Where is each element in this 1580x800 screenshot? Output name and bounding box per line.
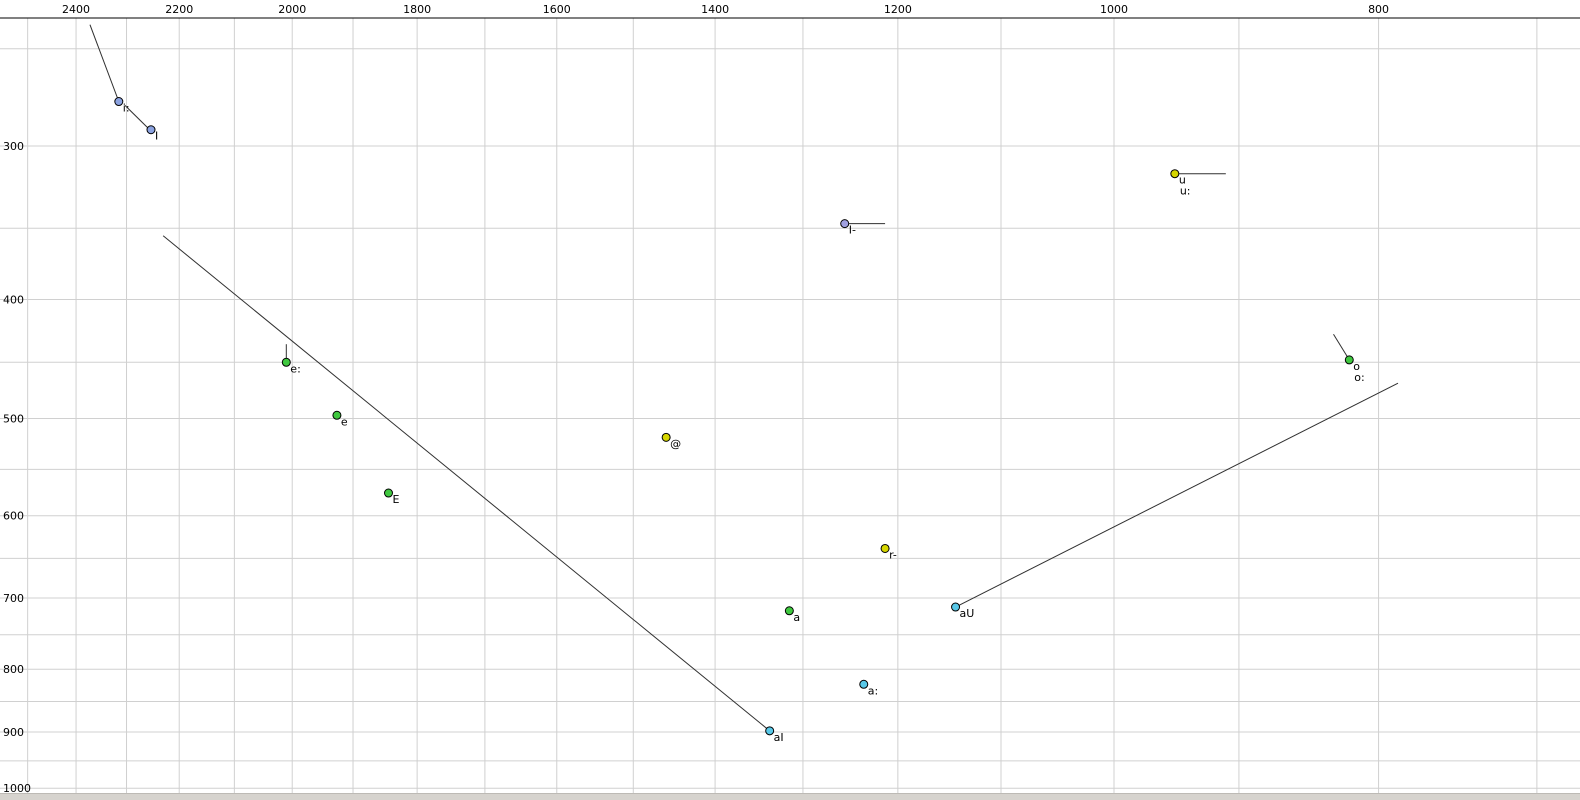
vowel-point-r-[interactable] (880, 543, 890, 553)
x-tick-label: 2000 (278, 3, 306, 16)
x-tick-label: 1600 (543, 3, 571, 16)
trajectory-line-o-onglide (1333, 334, 1350, 361)
gridlines (0, 18, 1580, 793)
vowel-label-@: @ (670, 437, 681, 450)
x-tick-label: 1800 (403, 3, 431, 16)
vowel-label-r-: r- (889, 548, 897, 561)
vowel-point-I[interactable] (146, 125, 156, 135)
vowel-point-aU[interactable] (951, 602, 961, 612)
vowel-label-E: E (392, 493, 399, 506)
vowel-point-u[interactable] (1170, 169, 1180, 179)
vowel-point-a[interactable] (784, 606, 794, 616)
vowel-label-a: a (793, 611, 800, 624)
y-tick-label: 700 (3, 592, 24, 605)
vowel-label-o: o (1353, 360, 1360, 373)
vowel-point-a:[interactable] (859, 679, 869, 689)
vowel-point-E[interactable] (383, 488, 393, 498)
x-tick-label: 1200 (884, 3, 912, 16)
vowel-label-I-: I- (849, 224, 856, 237)
vowel-label-u: u (1179, 174, 1186, 187)
vowel-point-i:[interactable] (114, 97, 124, 107)
vowel-label-o:: o: (1354, 371, 1364, 384)
y-tick-label: 900 (3, 726, 24, 739)
vowel-point-I-[interactable] (840, 219, 850, 229)
x-tick-label: 800 (1368, 3, 1389, 16)
vowel-label-a:: a: (868, 684, 878, 697)
vowel-point-o[interactable] (1344, 355, 1354, 365)
y-tick-label: 1000 (3, 782, 31, 795)
x-axis-tick-labels: 2400 2200 2000 1800 1600 1400 1200 1000 800 (62, 3, 1389, 16)
vowel-points: i: Iuu: I-e: e @ Er-a aU a: aI oo: (114, 97, 1365, 744)
trajectory-line-i-to-I (124, 105, 149, 129)
x-tick-label: 1000 (1100, 3, 1128, 16)
y-tick-label: 400 (3, 293, 24, 306)
y-axis-tick-labels: 300 400 500 600 700 800 900 1000 (3, 140, 31, 795)
y-tick-label: 300 (3, 140, 24, 153)
trajectory-lines (89, 24, 1399, 732)
vowel-point-e:[interactable] (281, 357, 291, 367)
y-tick-label: 600 (3, 510, 24, 523)
vowel-label-i:: i: (123, 102, 130, 115)
y-tick-label: 500 (3, 412, 24, 425)
trajectory-line-aU-trajectory (955, 382, 1399, 608)
vowel-label-e:: e: (290, 362, 300, 375)
x-tick-label: 1400 (701, 3, 729, 16)
y-tick-label: 800 (3, 663, 24, 676)
x-tick-label: 2400 (62, 3, 90, 16)
vowel-label-aU: aU (960, 607, 975, 620)
vowel-point-e[interactable] (332, 410, 342, 420)
trajectory-line-i-onglide (89, 24, 120, 102)
trajectory-line-aI-trajectory (162, 235, 770, 732)
x-tick-label: 2200 (165, 3, 193, 16)
vowel-point-aI[interactable] (765, 726, 775, 736)
vowel-point-@[interactable] (661, 432, 671, 442)
horizontal-scrollbar[interactable] (0, 793, 1580, 800)
vowel-label-u:: u: (1180, 185, 1191, 198)
vowel-label-I: I (155, 130, 158, 143)
vowel-label-e: e (341, 415, 348, 428)
vowel-label-aI: aI (774, 731, 784, 744)
